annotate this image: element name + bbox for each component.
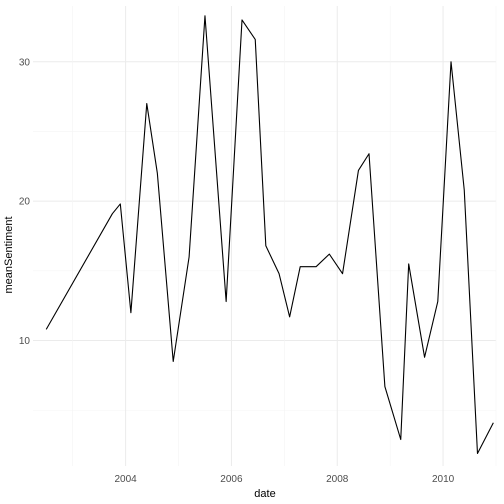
x-tick-label: 2006 (220, 474, 243, 485)
x-tick-label: 2010 (432, 474, 455, 485)
y-tick-label: 10 (19, 336, 31, 347)
x-axis-ticks: 2004 2006 2008 2010 (114, 474, 454, 485)
x-axis-title: date (254, 488, 275, 500)
y-axis-ticks: 10 20 30 (19, 57, 31, 347)
y-tick-label: 20 (19, 197, 31, 208)
series-line-group (45, 15, 494, 454)
grid (33, 6, 497, 466)
x-tick-label: 2004 (114, 474, 137, 485)
y-tick-label: 30 (19, 57, 31, 68)
series-line (45, 15, 494, 454)
y-axis-title: meanSentiment (3, 216, 15, 293)
x-tick-label: 2008 (326, 474, 349, 485)
